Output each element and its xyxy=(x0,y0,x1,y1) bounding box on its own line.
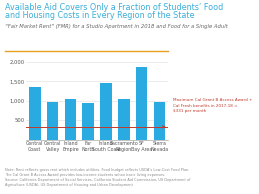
Text: and Housing Costs in Every Region of the State: and Housing Costs in Every Region of the… xyxy=(5,11,195,20)
Text: Note: Rent reflects gross rent which includes utilities. Food budget reflects US: Note: Rent reflects gross rent which inc… xyxy=(5,168,191,187)
Text: “Fair Market Rent” (FMR) for a Studio Apartment in 2018 and Food for a Single Ad: “Fair Market Rent” (FMR) for a Studio Ap… xyxy=(5,24,228,29)
Bar xyxy=(82,103,94,140)
Text: Maximum Cal Grant B Access Award +
Cal Fresh benefits in 2017-18 =
$331 per mont: Maximum Cal Grant B Access Award + Cal F… xyxy=(173,98,253,113)
Bar xyxy=(136,67,147,140)
Text: Available Aid Covers Only a Fraction of Students’ Food: Available Aid Covers Only a Fraction of … xyxy=(5,3,224,12)
Bar xyxy=(118,99,130,140)
Bar xyxy=(47,102,58,140)
Bar xyxy=(100,83,112,140)
Bar xyxy=(65,99,76,140)
Bar xyxy=(154,102,165,140)
Bar xyxy=(29,87,41,140)
